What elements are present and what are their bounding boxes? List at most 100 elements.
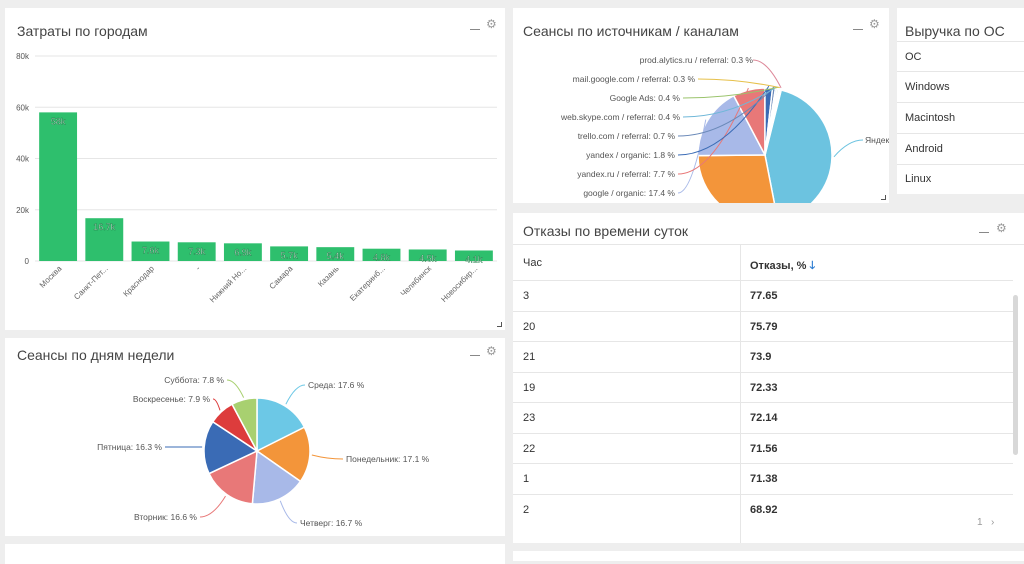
table-cell-hour: 22 <box>523 443 535 455</box>
table-cell-value: 77.65 <box>750 290 778 302</box>
y-tick-label: 60k <box>16 103 30 112</box>
gear-icon[interactable]: ⚙ <box>996 221 1007 235</box>
x-tick-label: Казань <box>316 264 341 289</box>
bar-data-label: 16.7k <box>93 222 116 232</box>
widget-title: Сеансы по источникам / каналам <box>523 23 739 39</box>
y-tick-label: 40k <box>16 155 30 164</box>
pie-leader-line <box>698 79 780 88</box>
table-cell-hour: 23 <box>523 412 535 424</box>
pie-leader-line <box>227 380 244 398</box>
x-tick-label: Челябинск <box>399 264 434 299</box>
table-cell-hour: 21 <box>523 351 535 363</box>
pie-leader-line <box>280 501 297 523</box>
pagination-page[interactable]: 1 <box>977 517 983 528</box>
widget-title: Отказы по времени суток <box>523 223 688 239</box>
pie-leader-line <box>213 399 220 410</box>
resize-handle[interactable] <box>497 322 502 327</box>
table-row-divider <box>513 372 1013 373</box>
pie-label: yandex.ru / referral: 7.7 % <box>577 169 675 179</box>
x-tick-label: Москва <box>38 264 64 290</box>
minimize-icon[interactable] <box>979 223 989 233</box>
table-row-divider <box>513 433 1013 434</box>
widget-title: Затраты по городам <box>17 23 148 39</box>
pie-label: google / organic: 17.4 % <box>583 188 675 198</box>
table-cell-value: 72.33 <box>750 382 778 394</box>
bar-chart: 020k40k60k80k58kМосква16.7kСанкт-Пет...7… <box>5 46 505 326</box>
pie-leader-line <box>286 385 305 404</box>
bar-data-label: 7.3k <box>188 246 206 256</box>
pie-label: Вторник: 16.6 % <box>134 512 197 522</box>
weekday-pie-chart: Среда: 17.6 %Понедельник: 17.1 %Четверг:… <box>5 366 505 536</box>
minimize-icon[interactable] <box>853 20 863 30</box>
pie-label: Яндекс <box>865 135 889 145</box>
table-cell-value: 75.79 <box>750 321 778 333</box>
x-tick-label: Екатеринб... <box>348 264 387 303</box>
bar-data-label: 58k <box>51 116 66 126</box>
x-tick-label: - <box>194 264 202 272</box>
table-cell-hour: 2 <box>523 504 529 516</box>
gear-icon[interactable]: ⚙ <box>869 17 880 31</box>
widget-sessions-by-weekday: Сеансы по дням недели ⚙ Среда: 17.6 %Пон… <box>5 338 505 536</box>
pie-label: web.skype.com / referral: 0.4 % <box>560 112 680 122</box>
os-header: ОС <box>897 41 1024 72</box>
pie-label: Воскресенье: 7.9 % <box>133 394 211 404</box>
x-tick-label: Новосибир... <box>439 264 479 304</box>
table-cell-value: 73.9 <box>750 351 771 363</box>
widget-partial-bottom-left <box>5 544 505 564</box>
pie-leader-line <box>200 496 226 517</box>
pie-label: trello.com / referral: 0.7 % <box>578 131 676 141</box>
table-cell-value: 72.14 <box>750 412 778 424</box>
arrow-down-icon: 🡓 <box>810 260 816 272</box>
minimize-icon[interactable] <box>470 20 480 30</box>
table-cell-hour: 19 <box>523 382 535 394</box>
source-pie-chart: Яндекс google / organic: 17.4 % yandex.ru … <box>513 43 889 203</box>
bar-data-label: 5.7k <box>281 250 299 260</box>
table-row-divider <box>513 280 1013 281</box>
table-row-divider <box>513 402 1013 403</box>
minimize-icon[interactable] <box>470 346 480 356</box>
pie-label: Четверг: 16.7 % <box>300 518 363 528</box>
pie-label: Суббота: 7.8 % <box>164 375 224 385</box>
bar-data-label: 6.9k <box>234 247 252 257</box>
bar-data-label: 5.4k <box>327 251 345 261</box>
bar-data-label: 7.6k <box>142 246 160 256</box>
gear-icon[interactable]: ⚙ <box>486 17 497 31</box>
os-row: Android <box>897 134 1024 165</box>
table-cell-value: 71.56 <box>750 443 778 455</box>
bounces-header-hour[interactable]: Час <box>523 257 542 269</box>
table-row-divider <box>513 341 1013 342</box>
scrollbar-thumb[interactable] <box>1013 295 1018 455</box>
pie-label: Пятница: 16.3 % <box>97 442 162 452</box>
widget-partial-bottom-right <box>513 551 1024 561</box>
bounces-header-label: Отказы, % <box>750 260 806 272</box>
table-cell-value: 71.38 <box>750 473 778 485</box>
resize-handle[interactable] <box>881 195 886 200</box>
widget-title: Выручка по ОС <box>905 23 1005 39</box>
widget-sessions-by-source: Сеансы по источникам / каналам ⚙ Яндекс g… <box>513 8 889 203</box>
pie-slice <box>698 155 778 203</box>
x-tick-label: Самара <box>268 264 295 291</box>
x-tick-label: Санкт-Пет... <box>72 264 109 301</box>
widget-bounces-by-hour: Отказы по времени суток ⚙ Час Отказы, % … <box>513 213 1024 543</box>
bar-data-label: 4.1k <box>465 254 483 264</box>
next-page-icon[interactable]: › <box>991 517 994 528</box>
pie-label: Google Ads: 0.4 % <box>610 93 681 103</box>
table-row-divider <box>513 311 1013 312</box>
bounces-header-value[interactable]: Отказы, % 🡓 <box>750 257 815 276</box>
x-tick-label: Нижний Но... <box>208 264 248 304</box>
table-cell-hour: 1 <box>523 473 529 485</box>
pie-leader-line <box>834 140 863 157</box>
os-row: Linux <box>897 164 1024 194</box>
y-tick-label: 20k <box>16 206 30 215</box>
table-cell-hour: 3 <box>523 290 529 302</box>
os-row: Windows <box>897 72 1024 103</box>
pie-label: yandex / organic: 1.8 % <box>586 150 675 160</box>
gear-icon[interactable]: ⚙ <box>486 344 497 358</box>
widget-revenue-by-os: Выручка по ОС ОС Windows Macintosh Andro… <box>897 8 1024 194</box>
y-tick-label: 0 <box>25 257 30 266</box>
bar-data-label: 4.5k <box>419 253 437 263</box>
pie-label: mail.google.com / referral: 0.3 % <box>573 74 696 84</box>
pie-label: Понедельник: 17.1 % <box>346 454 430 464</box>
table-cell-hour: 20 <box>523 321 535 333</box>
